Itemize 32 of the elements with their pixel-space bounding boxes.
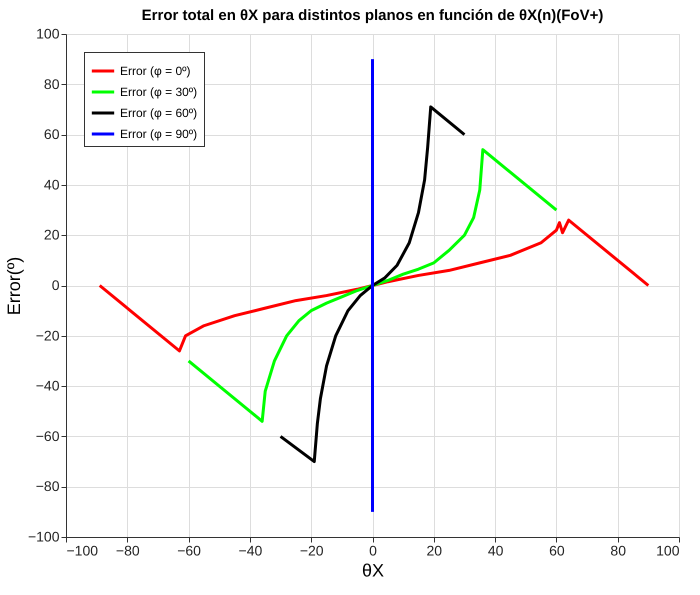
x-tick-label: 0: [369, 542, 378, 558]
y-tick-label: −80: [36, 478, 60, 494]
y-tick-label: 20: [44, 226, 60, 243]
legend-label: Error (φ = 30º): [120, 85, 198, 99]
x-tick-label: −80: [116, 542, 140, 558]
x-axis-title: θX: [362, 560, 384, 580]
y-tick-label: 0: [52, 277, 60, 293]
x-tick-label: −40: [238, 542, 262, 558]
x-tick-label: 40: [488, 542, 504, 558]
x-tick-label: 80: [610, 542, 626, 558]
legend-label: Error (φ = 60º): [120, 106, 198, 120]
x-tick-label: −20: [300, 542, 324, 558]
x-tick-label: 20: [426, 542, 442, 558]
y-axis-title: Error(º): [4, 256, 24, 316]
line-series: [187, 148, 558, 423]
x-tick-label: −60: [177, 542, 202, 558]
y-tick-label: −40: [36, 378, 60, 394]
y-tick-label: 60: [44, 126, 60, 142]
chart-title: Error total en θX para distintos planos en función de θX(n)(FoV+): [142, 7, 604, 24]
line-series: [98, 218, 650, 352]
legend-label: Error (φ = 90º): [120, 127, 198, 141]
y-tick-label: 80: [44, 76, 60, 92]
y-tick-label: 40: [44, 176, 60, 192]
line-series: [279, 105, 466, 464]
x-tick-label: 60: [549, 542, 565, 558]
legend-label: Error (φ = 0º): [120, 64, 191, 78]
x-tick-label: −100: [66, 542, 98, 558]
x-tick-label: 100: [656, 542, 680, 558]
y-tick-label: −60: [36, 428, 60, 444]
y-tick-label: −20: [36, 327, 60, 344]
y-tick-label: −100: [28, 528, 60, 544]
y-tick-label: 100: [36, 26, 60, 42]
